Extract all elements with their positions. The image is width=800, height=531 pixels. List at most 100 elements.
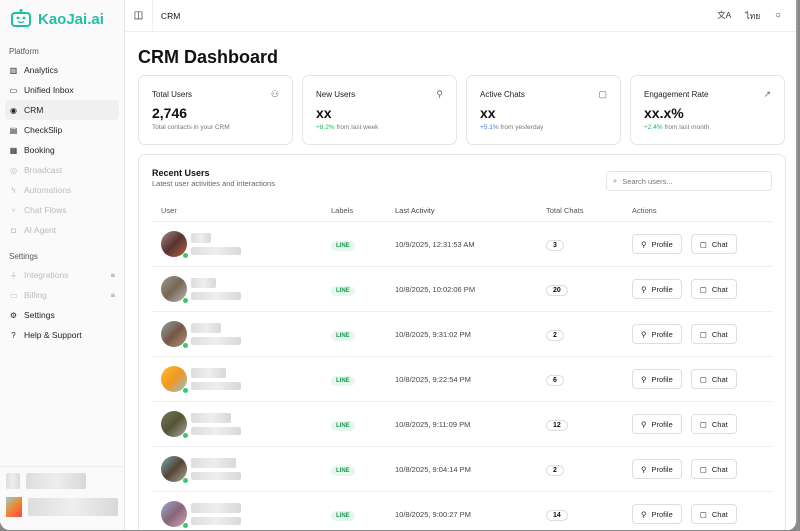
stat-change: +8.2% <box>316 124 335 131</box>
sidebar-item-label: Booking <box>24 145 55 155</box>
sidebar-item-booking[interactable]: ▦ Booking <box>5 140 119 160</box>
stat-value: xx <box>316 105 332 121</box>
sidebar-item-settings[interactable]: ⚙ Settings <box>5 305 119 325</box>
last-activity: 10/8/2025, 9:00:27 PM <box>395 509 471 519</box>
table-row: LINE 10/8/2025, 9:04:14 PM 2 ⚲ Profile ▢ Ch… <box>152 447 772 492</box>
search-box: ⌕ <box>606 171 772 191</box>
sun-icon[interactable]: ☼ <box>774 8 782 19</box>
avatar <box>161 411 188 438</box>
platform-section-label: Platform <box>9 47 39 56</box>
sidebar-item-label: Analytics <box>24 65 59 75</box>
user-cell <box>152 276 331 303</box>
sidebar-item-label: Chat Flows <box>24 205 67 215</box>
user-account-menu[interactable] <box>0 466 124 530</box>
stat-change: +2.4% <box>644 124 663 131</box>
sidebar-item-label: Help & Support <box>24 330 82 340</box>
user-icon: ⚲ <box>641 374 647 384</box>
chat-button[interactable]: ▢ Chat <box>690 279 737 299</box>
sidebar-item-automations[interactable]: ϟ Automations <box>5 180 119 200</box>
chat-button[interactable]: ▢ Chat <box>690 459 737 479</box>
profile-button[interactable]: ⚲ Profile <box>632 369 682 389</box>
stat-card: Total Users ⚇ 2,746 Total contacts in your… <box>138 75 293 145</box>
label-badge: LINE <box>331 465 355 476</box>
stat-card: Engagement Rate ↗ xx.x% +2.4% from last mon… <box>630 75 785 145</box>
stat-title: Active Chats <box>480 90 525 99</box>
avatar <box>161 501 188 528</box>
sidebar-item-analytics[interactable]: ▥ Analytics <box>5 60 119 80</box>
message-icon: ▢ <box>598 89 607 99</box>
user-icon: ⚲ <box>641 509 647 519</box>
sidebar-item-unified-inbox[interactable]: ▭ Unified Inbox <box>5 80 119 100</box>
last-activity: 10/8/2025, 9:31:02 PM <box>395 329 471 339</box>
bar-chart-icon: ▥ <box>9 65 18 75</box>
sidebar-item-integrations[interactable]: ⏚ Integrations 🔒︎ <box>5 265 119 285</box>
language-toggle[interactable]: ไทย <box>745 10 761 21</box>
chat-button[interactable]: ▢ Chat <box>690 504 737 524</box>
receipt-icon: ▤ <box>9 125 18 135</box>
chat-label: Chat <box>711 284 728 294</box>
users-icon: ⚇ <box>270 89 279 99</box>
stat-note: from yesterday <box>500 124 544 131</box>
sidebar-item-checkslip[interactable]: ▤ CheckSlip <box>5 120 119 140</box>
stat-value: xx.x% <box>644 105 684 121</box>
col-last-activity: Last Activity <box>395 205 435 215</box>
profile-button[interactable]: ⚲ Profile <box>632 414 682 434</box>
message-icon: ▢ <box>699 329 707 339</box>
plug-icon: ⏚ <box>9 270 18 280</box>
user-cell <box>152 231 331 258</box>
top-bar: ◫ CRM 文A ไทย ☼ <box>125 0 796 32</box>
sidebar-toggle-button[interactable]: ◫ <box>125 0 153 32</box>
page-title: CRM Dashboard <box>138 47 279 67</box>
inbox-icon: ▭ <box>9 85 18 95</box>
message-icon: ▢ <box>699 239 707 249</box>
user-icon: ⚲ <box>641 239 647 249</box>
robot-logo-icon <box>11 9 31 27</box>
profile-button[interactable]: ⚲ Profile <box>632 504 682 524</box>
stat-title: New Users <box>316 90 356 99</box>
chat-button[interactable]: ▢ Chat <box>690 324 737 344</box>
lock-icon: 🔒︎ <box>110 290 115 299</box>
help-icon: ? <box>11 330 16 340</box>
chat-button[interactable]: ▢ Chat <box>690 234 737 254</box>
chat-button[interactable]: ▢ Chat <box>690 414 737 434</box>
avatar <box>161 231 188 258</box>
sidebar-item-chat-flows[interactable]: ⑂ Chat Flows <box>5 200 119 220</box>
sidebar-item-help-support[interactable]: ? Help & Support <box>5 325 119 345</box>
profile-button[interactable]: ⚲ Profile <box>632 279 682 299</box>
profile-label: Profile <box>651 329 673 339</box>
user-cell <box>152 366 331 393</box>
stat-title: Engagement Rate <box>644 90 709 99</box>
profile-label: Profile <box>651 464 673 474</box>
sidebar-item-label: AI Agent <box>24 225 57 235</box>
calendar-icon: ▦ <box>9 145 18 155</box>
chat-button[interactable]: ▢ Chat <box>690 369 737 389</box>
col-total-chats: Total Chats <box>546 205 584 215</box>
trending-up-icon: ↗ <box>763 89 771 99</box>
avatar <box>161 321 188 348</box>
sidebar-item-broadcast[interactable]: ◎ Broadcast <box>5 160 119 180</box>
logo[interactable]: KaoJai.ai <box>0 0 124 38</box>
profile-button[interactable]: ⚲ Profile <box>632 234 682 254</box>
stat-change: +5.1% <box>480 124 499 131</box>
sidebar-item-crm[interactable]: ◉ CRM <box>5 100 119 120</box>
stat-value: xx <box>480 105 496 121</box>
sidebar-item-billing[interactable]: ▭ Billing 🔒︎ <box>5 285 119 305</box>
col-labels: Labels <box>331 205 354 215</box>
total-chats-badge: 14 <box>546 509 568 521</box>
profile-button[interactable]: ⚲ Profile <box>632 459 682 479</box>
sidebar-toggle-icon: ◫ <box>133 10 144 21</box>
sidebar-item-label: Integrations <box>24 270 69 280</box>
sidebar-item-label: Billing <box>24 290 47 300</box>
message-icon: ▢ <box>699 464 707 474</box>
label-badge: LINE <box>331 285 355 296</box>
breadcrumb: CRM <box>161 10 181 21</box>
translate-icon[interactable]: 文A <box>717 9 732 20</box>
flow-icon: ⑂ <box>11 205 16 215</box>
stat-card: Active Chats ▢ xx +5.1% from yesterday <box>466 75 621 145</box>
sidebar: KaoJai.ai Platform ▥ Analytics ▭ Unified In… <box>0 0 125 530</box>
chat-label: Chat <box>711 419 728 429</box>
search-input[interactable] <box>622 176 753 186</box>
sidebar-item-ai-agent[interactable]: ◘ AI Agent <box>5 220 119 240</box>
label-badge: LINE <box>331 330 355 341</box>
profile-button[interactable]: ⚲ Profile <box>632 324 682 344</box>
